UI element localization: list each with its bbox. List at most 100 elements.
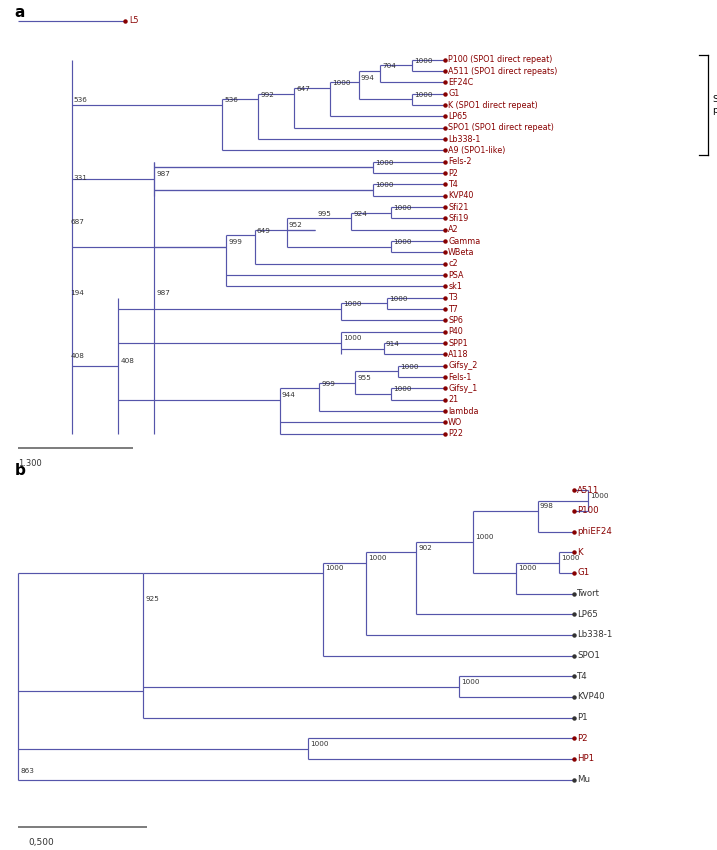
- Text: 914: 914: [386, 341, 399, 347]
- Text: A511 (SPO1 direct repeats): A511 (SPO1 direct repeats): [448, 66, 558, 76]
- Text: 1000: 1000: [414, 58, 433, 64]
- Text: 1000: 1000: [343, 301, 361, 307]
- Text: 902: 902: [418, 545, 432, 551]
- Text: Lb338-1: Lb338-1: [577, 631, 612, 639]
- Text: 925: 925: [146, 597, 159, 603]
- Text: EF24C: EF24C: [448, 78, 473, 87]
- Text: 924: 924: [353, 211, 367, 217]
- Text: 1000: 1000: [393, 205, 412, 211]
- Text: Lb338-1: Lb338-1: [448, 134, 480, 144]
- Text: 998: 998: [540, 503, 554, 509]
- Text: 1000: 1000: [325, 565, 343, 571]
- Text: SPO1-related
phages: SPO1-related phages: [712, 94, 717, 116]
- Text: 21: 21: [448, 395, 458, 405]
- Text: 994: 994: [361, 75, 374, 81]
- Text: 1000: 1000: [414, 92, 433, 98]
- Text: P100: P100: [577, 507, 599, 515]
- Text: 408: 408: [70, 354, 84, 360]
- Text: 955: 955: [357, 375, 371, 381]
- Text: 1000: 1000: [400, 364, 419, 370]
- Text: lambda: lambda: [448, 406, 479, 416]
- Text: phiEF24: phiEF24: [577, 527, 612, 536]
- Text: 1000: 1000: [393, 239, 412, 245]
- Text: 1000: 1000: [461, 679, 480, 685]
- Text: 987: 987: [156, 171, 170, 177]
- Text: K (SPO1 direct repeat): K (SPO1 direct repeat): [448, 100, 538, 110]
- Text: 331: 331: [74, 175, 87, 181]
- Text: 863: 863: [20, 768, 34, 774]
- Text: 999: 999: [228, 239, 242, 245]
- Text: P100 (SPO1 direct repeat): P100 (SPO1 direct repeat): [448, 55, 553, 64]
- Text: c2: c2: [448, 259, 457, 269]
- Text: G1: G1: [448, 89, 460, 99]
- Text: Fels-1: Fels-1: [448, 372, 472, 382]
- Text: Mu: Mu: [577, 775, 590, 784]
- Text: 1000: 1000: [393, 386, 412, 392]
- Text: 1000: 1000: [375, 160, 394, 166]
- Text: 536: 536: [74, 97, 87, 103]
- Text: T4: T4: [577, 672, 588, 681]
- Text: A2: A2: [448, 225, 459, 235]
- Text: LP65: LP65: [448, 112, 467, 121]
- Text: a: a: [14, 4, 24, 20]
- Text: 952: 952: [289, 222, 303, 228]
- Text: SPO1: SPO1: [577, 651, 600, 660]
- Text: 1000: 1000: [310, 741, 329, 747]
- Text: 987: 987: [156, 290, 170, 296]
- Text: 1000: 1000: [343, 335, 361, 341]
- Text: 1000: 1000: [475, 535, 494, 541]
- Text: Gifsy_1: Gifsy_1: [448, 384, 478, 393]
- Text: T4: T4: [448, 180, 458, 189]
- Text: A511: A511: [577, 486, 599, 495]
- Text: G1: G1: [577, 569, 589, 577]
- Text: HP1: HP1: [577, 755, 594, 763]
- Text: 536: 536: [224, 97, 238, 103]
- Text: sk1: sk1: [448, 282, 462, 291]
- Text: SPO1 (SPO1 direct repeat): SPO1 (SPO1 direct repeat): [448, 123, 554, 133]
- Text: 1000: 1000: [561, 555, 580, 561]
- Text: KVP40: KVP40: [577, 693, 605, 701]
- Text: KVP40: KVP40: [448, 191, 473, 201]
- Text: WO: WO: [448, 418, 462, 427]
- Text: 1000: 1000: [368, 555, 386, 561]
- Text: 1.300: 1.300: [18, 459, 42, 468]
- Text: 1000: 1000: [389, 296, 408, 302]
- Text: 687: 687: [70, 219, 84, 225]
- Text: P1: P1: [577, 713, 588, 722]
- Text: P2: P2: [448, 168, 458, 178]
- Text: 647: 647: [296, 86, 310, 92]
- Text: Twort: Twort: [577, 589, 600, 598]
- Text: Sfi19: Sfi19: [448, 214, 468, 223]
- Text: PSA: PSA: [448, 270, 464, 280]
- Text: P22: P22: [448, 429, 463, 439]
- Text: 944: 944: [282, 392, 295, 398]
- Text: 1000: 1000: [518, 565, 537, 571]
- Text: Fels-2: Fels-2: [448, 157, 472, 167]
- Text: SPP1: SPP1: [448, 338, 467, 348]
- Text: Gifsy_2: Gifsy_2: [448, 361, 478, 371]
- Text: T7: T7: [448, 304, 458, 314]
- Text: 649: 649: [257, 228, 270, 234]
- Text: P40: P40: [448, 327, 463, 337]
- Text: Sfi21: Sfi21: [448, 202, 468, 212]
- Text: 704: 704: [382, 63, 396, 69]
- Text: 1000: 1000: [590, 493, 609, 499]
- Text: b: b: [14, 463, 25, 478]
- Text: LP65: LP65: [577, 609, 598, 619]
- Text: A9 (SPO1-like): A9 (SPO1-like): [448, 146, 505, 155]
- Text: 408: 408: [120, 358, 134, 364]
- Text: Gamma: Gamma: [448, 236, 480, 246]
- Text: 1000: 1000: [375, 182, 394, 188]
- Text: 0,500: 0,500: [29, 838, 54, 847]
- Text: 992: 992: [260, 92, 274, 98]
- Text: 194: 194: [70, 290, 84, 296]
- Text: L5: L5: [129, 16, 138, 26]
- Text: A118: A118: [448, 350, 469, 359]
- Text: 1000: 1000: [332, 80, 351, 86]
- Text: SP6: SP6: [448, 316, 463, 325]
- Text: P2: P2: [577, 734, 588, 743]
- Text: WBeta: WBeta: [448, 248, 475, 257]
- Text: K: K: [577, 547, 583, 557]
- Text: 999: 999: [321, 381, 335, 387]
- Text: 995: 995: [318, 211, 331, 217]
